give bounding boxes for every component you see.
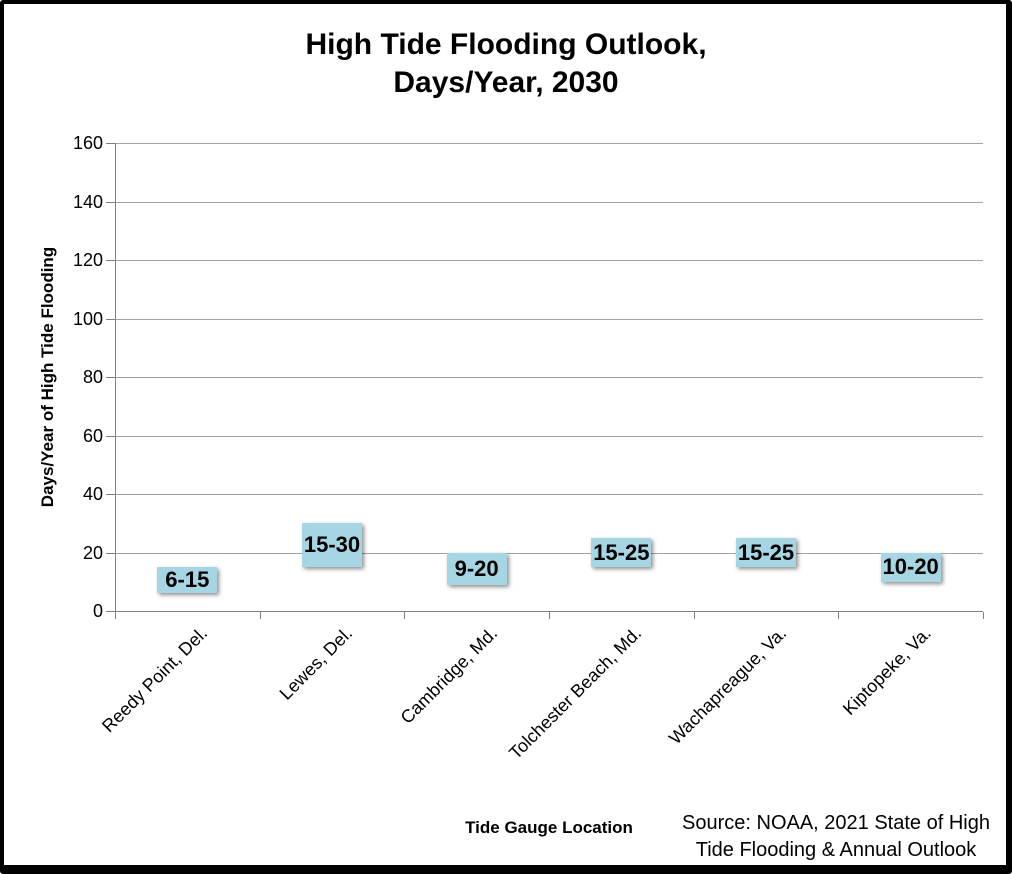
- y-tick-40: [106, 494, 115, 495]
- y-tick-120: [106, 260, 115, 261]
- plot-area: 0 20 40 60 80 100 120 140 160 6-15 15-30 9-20 15-25 1…: [73, 133, 984, 763]
- x-tick-0: [115, 612, 116, 619]
- chart-title: High Tide Flooding Outlook, Days/Year, 2…: [0, 26, 1012, 102]
- category-label: Lewes, Del.: [275, 623, 357, 704]
- category-label: Reedy Point, Del.: [98, 623, 212, 737]
- category-label: Cambridge, Md.: [396, 623, 501, 728]
- bar-value-label: 15-25: [593, 539, 650, 565]
- y-tick-label-140: 140: [72, 191, 103, 212]
- chart-title-line-1: High Tide Flooding Outlook,: [305, 28, 707, 61]
- x-tick-2: [404, 612, 405, 619]
- gridline-y-160: [115, 143, 983, 144]
- range-bar: 10-20: [880, 552, 941, 582]
- gridline-y-120: [115, 260, 983, 261]
- gridline-y-60: [115, 435, 983, 437]
- y-tick-label-160: 160: [72, 133, 103, 153]
- x-tick-4: [694, 612, 695, 619]
- source-note-line-1: Source: NOAA, 2021 State of High: [682, 812, 990, 834]
- x-axis-line: [115, 611, 983, 612]
- range-bar: 15-25: [736, 537, 796, 568]
- bar-value-label: 15-30: [303, 532, 361, 558]
- y-tick-140: [106, 201, 115, 203]
- y-tick-20: [106, 552, 115, 554]
- gridline-y-20: [115, 552, 983, 554]
- x-tick-6: [983, 612, 984, 619]
- bar-value-label: 6-15: [165, 567, 210, 593]
- source-note-line-2: Tide Flooding & Annual Outlook: [695, 839, 977, 861]
- y-tick-100: [106, 318, 115, 320]
- range-bar: 15-30: [302, 523, 362, 568]
- y-tick-60: [106, 435, 115, 437]
- gridline-y-80: [115, 377, 983, 378]
- x-tick-3: [549, 612, 550, 619]
- y-tick-80: [106, 377, 115, 378]
- gridline-y-40: [115, 494, 983, 495]
- x-tick-1: [260, 612, 261, 619]
- y-tick-label-40: 40: [82, 484, 103, 504]
- bar-value-label: 15-25: [737, 539, 795, 565]
- y-tick-0: [106, 611, 115, 612]
- range-bar: 9-20: [446, 552, 507, 585]
- category-label: Tolchester Beach, Md.: [505, 623, 646, 764]
- y-tick-label-120: 120: [72, 250, 103, 270]
- range-bar: 15-25: [591, 537, 652, 568]
- category-label: Wachapreague, Va.: [664, 623, 791, 749]
- y-tick-label-20: 20: [82, 542, 103, 563]
- y-tick-label-80: 80: [82, 367, 103, 387]
- y-tick-label-100: 100: [72, 308, 103, 329]
- chart-title-line-2: Days/Year, 2030: [393, 66, 619, 99]
- y-axis-line: [115, 143, 116, 612]
- y-tick-160: [106, 143, 115, 144]
- gridline-y-100: [115, 318, 983, 320]
- category-label: Kiptopeke, Va.: [838, 623, 935, 719]
- bar-value-label: 10-20: [882, 554, 939, 580]
- gridline-y-140: [115, 201, 983, 203]
- range-bar: 6-15: [157, 567, 218, 594]
- x-tick-5: [838, 612, 839, 619]
- x-axis-title: Tide Gauge Location: [465, 818, 633, 837]
- y-tick-label-0: 0: [92, 601, 103, 621]
- bar-value-label: 9-20: [454, 555, 499, 581]
- source-note: Source: NOAA, 2021 State of High Tide Fl…: [676, 810, 996, 864]
- y-tick-label-60: 60: [82, 425, 103, 446]
